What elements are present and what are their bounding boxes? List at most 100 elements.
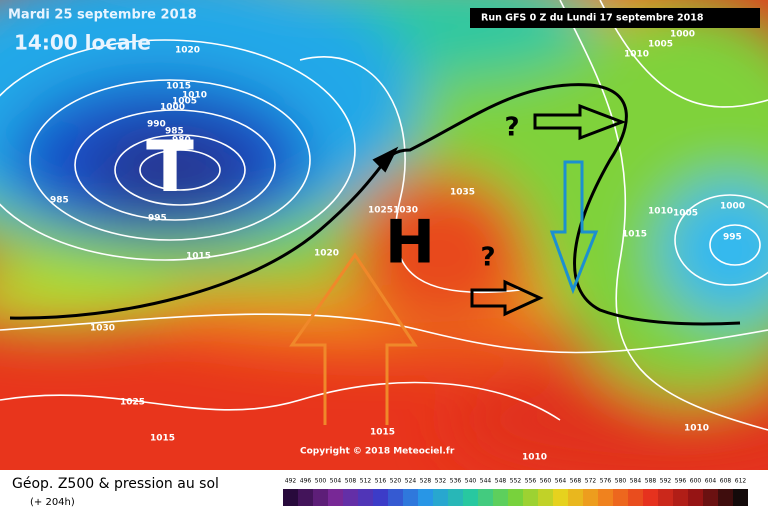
isobar-label: 995 [723, 233, 742, 243]
isobar-label: 1010 [522, 453, 547, 463]
isobar-label: 1030 [393, 206, 418, 216]
lead-time: (+ 204h) [30, 497, 75, 508]
scale-swatch [703, 489, 718, 506]
scale-label: 540 [465, 478, 477, 485]
scale-swatch [388, 489, 403, 506]
scale-label: 520 [390, 478, 402, 485]
isobar-label: 1015 [166, 82, 191, 92]
pressure-symbol: ? [480, 243, 495, 273]
scale-swatch [373, 489, 388, 506]
scale-swatch [643, 489, 658, 506]
scale-label: 508 [345, 478, 357, 485]
isobar-label: 1025 [120, 398, 145, 408]
arrows [289, 103, 627, 425]
scale-swatch [613, 489, 628, 506]
run-info: Run GFS 0 Z du Lundi 17 septembre 2018 [481, 13, 704, 24]
isobar-label: 1005 [172, 97, 197, 107]
isobar-label: 1005 [673, 209, 698, 219]
isobar-label: 1015 [622, 230, 647, 240]
scale-label: 576 [600, 478, 612, 485]
isobar-label: 1005 [648, 40, 673, 50]
scale-label: 608 [720, 478, 732, 485]
scale-swatch [328, 489, 343, 506]
forecast-date: Mardi 25 septembre 2018 [8, 8, 197, 23]
scale-label: 492 [285, 478, 297, 485]
isobar-label: 985 [165, 127, 184, 137]
scale-swatch [418, 489, 433, 506]
scale-swatch [628, 489, 643, 506]
scale-label: 564 [555, 478, 567, 485]
scale-swatch [313, 489, 328, 506]
scale-swatch [568, 489, 583, 506]
copyright: Copyright © 2018 Meteociel.fr [300, 447, 455, 457]
scale-swatch [673, 489, 688, 506]
scale-swatch [688, 489, 703, 506]
scale-label: 556 [525, 478, 537, 485]
isobar-label: 1035 [450, 188, 475, 198]
isobar-label: 1015 [150, 434, 175, 444]
isobar-label: 1015 [186, 252, 211, 262]
scale-label: 504 [330, 478, 342, 485]
isobars [0, 0, 768, 431]
scale-label: 524 [405, 478, 417, 485]
pressure-symbol: T [146, 126, 194, 208]
isobar-label: 1020 [314, 249, 339, 259]
scale-label: 500 [315, 478, 327, 485]
scale-swatch [403, 489, 418, 506]
scale-swatch [658, 489, 673, 506]
isobar-label: 995 [148, 214, 167, 224]
isobar-label: 1000 [160, 103, 185, 113]
scale-swatch [283, 489, 298, 506]
scale-label: 612 [735, 478, 747, 485]
isobar-label: 1020 [175, 46, 200, 56]
isobar-label: 1030 [90, 324, 115, 334]
scale-swatch [298, 489, 313, 506]
scale-label: 516 [375, 478, 387, 485]
scale-swatch [463, 489, 478, 506]
scale-swatch [508, 489, 523, 506]
map-background [0, 0, 768, 470]
scale-swatch [433, 489, 448, 506]
pressure-symbol: ? [504, 113, 519, 143]
scale-label: 496 [300, 478, 312, 485]
isobar-label: 1000 [720, 202, 745, 212]
isobar-label: 1025 [368, 206, 393, 216]
scale-swatch [343, 489, 358, 506]
scale-swatch [448, 489, 463, 506]
isobar-label: 1015 [370, 428, 395, 438]
scale-label: 536 [450, 478, 462, 485]
scale-swatch [733, 489, 748, 506]
scale-swatch [583, 489, 598, 506]
isobar-label: 1010 [648, 207, 673, 217]
scale-label: 592 [660, 478, 672, 485]
scale-swatch [718, 489, 733, 506]
isobar-label: 1010 [624, 50, 649, 60]
isobar-label: 985 [50, 196, 69, 206]
scale-label: 560 [540, 478, 552, 485]
run-box [470, 8, 760, 28]
jet-stream [9, 83, 741, 326]
scale-swatch [478, 489, 493, 506]
scale-swatch [523, 489, 538, 506]
isobar-label: 980 [172, 136, 191, 146]
scale-label: 528 [420, 478, 432, 485]
scale-label: 572 [585, 478, 597, 485]
scale-label: 568 [570, 478, 582, 485]
footer-title: Géop. Z500 & pression au sol [12, 476, 219, 492]
isobar-label: 1010 [684, 424, 709, 434]
isobar-label: 990 [147, 120, 166, 130]
scale-swatch [538, 489, 553, 506]
isobar-label: 1010 [182, 91, 207, 101]
color-scale: 492 496 500 504 508 512 516 520 524 528 532 536 540 5… [283, 478, 748, 506]
scale-label: 580 [615, 478, 627, 485]
scale-swatch [553, 489, 568, 506]
pressure-symbol: H [385, 208, 435, 278]
scale-label: 588 [645, 478, 657, 485]
scale-label: 544 [480, 478, 492, 485]
scale-label: 600 [690, 478, 702, 485]
scale-label: 604 [705, 478, 717, 485]
isobar-label: 1000 [670, 30, 695, 40]
scale-label: 548 [495, 478, 507, 485]
